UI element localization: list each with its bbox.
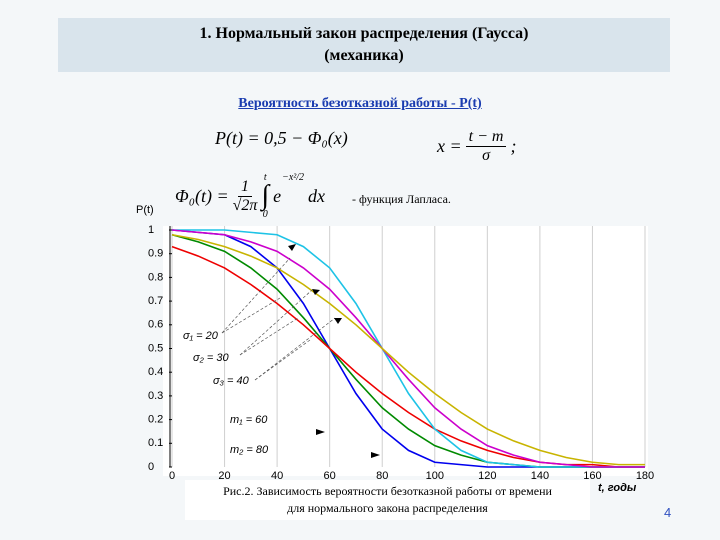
x-tick-label: 100	[426, 470, 444, 482]
formula-text: dx	[308, 185, 326, 206]
plot-area	[163, 226, 648, 476]
series-line	[172, 229, 645, 468]
formula-p: P(t) = 0,5 − Φ₀(x)	[215, 128, 348, 148]
x-tick-label: 80	[376, 470, 388, 482]
fraction: 1 √2π	[233, 178, 258, 215]
arrowhead	[316, 429, 325, 435]
y-tick-label: 0.2	[148, 414, 163, 426]
y-tick-label: 0.9	[148, 248, 163, 260]
x-tick-label: 0	[169, 470, 175, 482]
lower-limit: 0	[262, 209, 268, 220]
arrowhead	[371, 452, 380, 458]
numerator: t − m	[465, 128, 507, 147]
integral-sign: ∫	[261, 180, 270, 211]
y-tick-label: 0.8	[148, 271, 163, 283]
title-line: 1. Нормальный закон распределения (Гаусс…	[199, 25, 529, 42]
caption-line: Рис.2. Зависимость вероятности безотказн…	[223, 484, 552, 498]
upper-limit: t	[263, 172, 267, 183]
arrowheads	[288, 244, 380, 458]
leader	[254, 317, 336, 381]
integral: t ∫ 0	[261, 172, 269, 220]
y-tick-label: 0	[148, 461, 154, 473]
y-tick-label: 0.5	[148, 342, 163, 354]
annotation: σ₃ = 40	[213, 375, 250, 387]
formula-text: Φ₀(t) =	[175, 185, 229, 206]
y-tick-label: 0.4	[148, 366, 163, 378]
leader	[221, 257, 291, 334]
x-axis-label: t, годы	[598, 482, 637, 494]
exponent: −x²/2	[282, 172, 305, 183]
arrowhead	[312, 289, 320, 295]
title-box: 1. Нормальный закон распределения (Гаусс…	[58, 18, 670, 72]
y-axis-label: P(t)	[136, 204, 154, 216]
y-tick-label: 0.1	[148, 437, 163, 449]
leader-lines	[221, 257, 336, 381]
y-tick-label: 0.3	[148, 390, 163, 402]
formula-text: x =	[437, 136, 462, 156]
annotation: σ₁ = 20	[183, 330, 219, 342]
x-tick-label: 60	[324, 470, 336, 482]
annotation: σ₂ = 30	[193, 352, 229, 364]
series-line	[171, 233, 645, 466]
subtitle: Вероятность безотказной работы - P(t)	[238, 96, 482, 111]
formula-text: ;	[510, 136, 517, 156]
x-tick-label: 40	[271, 470, 283, 482]
formula-laplace: Φ₀(t) = 1 √2π t ∫ 0 e −x²/2 dx	[175, 172, 325, 220]
arrowhead	[288, 244, 296, 251]
series-line	[171, 229, 645, 468]
leader	[254, 339, 311, 381]
laplace-note: - функция Лапласа.	[352, 192, 451, 206]
caption-line: для нормального закона распределения	[287, 501, 488, 515]
y-tick-label: 0.7	[148, 295, 163, 307]
y-tick-label: 1	[148, 224, 154, 236]
title-line: (механика)	[324, 47, 404, 64]
denominator: √2π	[232, 196, 258, 214]
numerator: 1	[238, 178, 252, 197]
y-tick-label: 0.6	[148, 319, 163, 331]
x-tick-label: 120	[478, 470, 496, 482]
denominator: σ	[482, 147, 490, 164]
page-number: 4	[664, 505, 672, 520]
annotation: m₂ = 80	[230, 444, 269, 456]
leader	[221, 297, 281, 334]
x-tick-label: 160	[583, 470, 601, 482]
x-tick-label: 140	[531, 470, 549, 482]
arrowhead	[334, 318, 342, 324]
formula-text: e	[273, 185, 282, 206]
x-tick-label: 20	[218, 470, 230, 482]
caption: Рис.2. Зависимость вероятности безотказн…	[185, 480, 590, 520]
annotation: m₁ = 60	[230, 414, 268, 426]
leader	[239, 289, 313, 356]
leader	[239, 317, 299, 356]
x-tick-label: 180	[636, 470, 654, 482]
